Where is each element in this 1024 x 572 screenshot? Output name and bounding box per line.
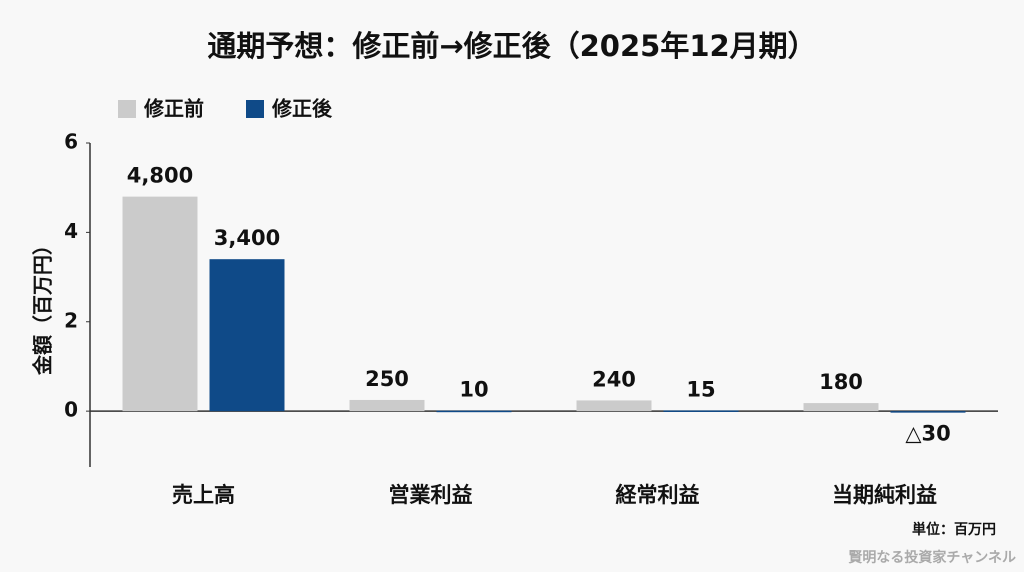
- data-label: 10: [459, 378, 488, 402]
- y-tick-label: 4: [64, 219, 78, 243]
- y-tick-label: 6: [64, 130, 78, 154]
- y-tick-label: 0: [64, 398, 78, 422]
- x-tick-label: 営業利益: [389, 483, 473, 507]
- data-label: 3,400: [214, 226, 280, 250]
- x-tick-label: 売上高: [172, 483, 235, 507]
- bar: [890, 411, 966, 413]
- data-label: 15: [686, 377, 715, 401]
- x-tick-label: 当期純利益: [832, 483, 937, 507]
- legend-label: 修正前: [143, 97, 204, 121]
- bar: [349, 399, 425, 412]
- bar: [209, 259, 285, 412]
- x-tick-label: 経常利益: [616, 483, 700, 507]
- bar: [436, 410, 512, 413]
- data-label: 180: [819, 370, 863, 394]
- bar: [122, 196, 198, 412]
- data-label: 250: [365, 367, 409, 391]
- y-axis-title: 金額（百万円）: [31, 235, 55, 376]
- legend-swatch: [246, 100, 264, 118]
- data-label: 4,800: [127, 164, 193, 188]
- data-label: 240: [592, 367, 636, 391]
- bar: [803, 403, 879, 412]
- bar: [663, 410, 739, 412]
- unit-note: 単位：百万円: [912, 521, 996, 538]
- y-tick-label: 2: [64, 308, 78, 332]
- watermark: 賢明なる投資家チャンネル: [848, 549, 1016, 566]
- legend-label: 修正後: [271, 97, 333, 121]
- legend-swatch: [118, 100, 136, 118]
- data-label: △30: [905, 421, 950, 445]
- bar: [576, 400, 652, 412]
- chart-title: 通期予想：修正前→修正後（2025年12月期）: [207, 29, 816, 63]
